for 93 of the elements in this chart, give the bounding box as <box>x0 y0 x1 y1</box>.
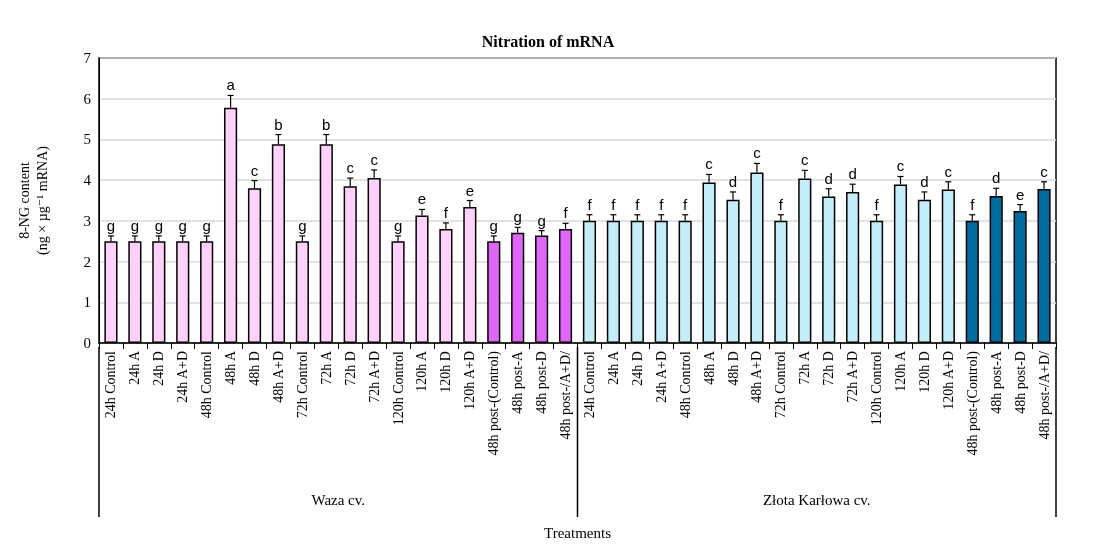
x-tick-label: 72h A+D <box>845 351 861 403</box>
x-tick-label: 24h A <box>127 350 143 385</box>
data-label: c <box>801 151 810 169</box>
data-label: d <box>920 172 929 190</box>
y-tick-label: 4 <box>83 172 92 189</box>
data-label: c <box>896 157 905 175</box>
data-label: e <box>417 190 427 208</box>
x-tick-label: 48h post-(Control) <box>964 350 981 456</box>
x-tick-label: 24h D <box>629 351 645 386</box>
data-label: d <box>824 169 833 187</box>
data-label: g <box>106 216 116 234</box>
data-label: d <box>992 169 1001 187</box>
x-tick-label: 48h A+D <box>749 351 765 403</box>
data-label: g <box>393 216 403 234</box>
data-label: d <box>728 172 738 190</box>
data-label: g <box>202 216 211 234</box>
chart-title: Nitration of mRNA <box>481 32 615 50</box>
x-tick-label: 72h A <box>318 350 334 385</box>
x-tick-label: 120h Control <box>390 350 406 426</box>
x-tick-label: 48h post-D <box>534 351 550 414</box>
data-label: f <box>563 204 569 222</box>
y-tick-label: 6 <box>83 90 92 107</box>
x-tick-label: 120h D <box>916 351 932 393</box>
data-label: e <box>1015 185 1025 203</box>
x-tick-label: 120h A <box>414 350 430 392</box>
data-label: c <box>944 162 953 180</box>
x-tick-label: 120h Control <box>869 350 885 426</box>
x-tick-label: 24h Control <box>103 350 119 419</box>
x-tick-label: 48h A+D <box>270 351 286 403</box>
x-tick-label: 48h post-D <box>1012 351 1028 414</box>
data-label: f <box>970 195 976 213</box>
data-label: c <box>370 150 379 168</box>
x-tick-label: 24h A+D <box>175 351 191 403</box>
data-label: b <box>322 115 331 133</box>
y-tick-label: 2 <box>83 253 91 270</box>
data-label: g <box>154 216 163 234</box>
x-tick-label: 48h post-/A+D/ <box>1036 350 1052 440</box>
y-tick-label: 1 <box>83 294 91 311</box>
data-label: g <box>298 216 307 234</box>
data-label: c <box>250 161 259 179</box>
x-tick-label: 48h A <box>701 350 717 385</box>
data-label: b <box>274 115 283 133</box>
x-tick-label: 120h D <box>438 351 454 393</box>
data-label: c <box>753 144 762 162</box>
x-tick-label: 48h Control <box>677 350 693 419</box>
data-label: d <box>848 165 857 183</box>
data-label: f <box>443 203 449 221</box>
x-tick-label: 48h D <box>247 351 263 386</box>
x-tick-label: 24h Control <box>581 350 597 419</box>
data-label: a <box>226 76 236 94</box>
data-label: f <box>874 195 880 213</box>
x-tick-label: 72h Control <box>773 350 789 419</box>
x-tick-label: 24h A <box>605 350 621 385</box>
x-tick-label: 72h A+D <box>366 351 382 403</box>
y-tick-label: 3 <box>83 212 91 229</box>
y-tick-label: 0 <box>83 335 91 351</box>
data-label: c <box>705 155 714 173</box>
data-label: c <box>1040 162 1049 180</box>
data-label: g <box>489 216 498 234</box>
y-tick-label: 7 <box>83 50 92 66</box>
x-tick-label: 72h D <box>821 351 837 386</box>
data-label: e <box>465 181 475 199</box>
data-label: f <box>778 195 784 213</box>
x-tick-label: 48h Control <box>199 350 215 419</box>
x-tick-label: 24h A+D <box>653 351 669 403</box>
x-tick-label: 120h A+D <box>462 351 478 410</box>
x-tick-label: 72h A <box>797 350 813 385</box>
text: Złota Karłowa cv. <box>762 492 871 508</box>
x-tick-label: 48h A <box>223 350 239 385</box>
data-label: f <box>683 195 689 213</box>
data-label: f <box>611 195 617 213</box>
x-tick-label: 24h D <box>151 351 167 386</box>
y-axis-title: 8-NG content (ng × µg⁻¹ mRNA) <box>16 145 51 255</box>
data-label: f <box>635 195 641 213</box>
x-tick-label: 72h D <box>342 351 358 386</box>
data-label: f <box>659 195 665 213</box>
data-label: c <box>346 159 355 177</box>
text: Waza cv. <box>311 492 366 508</box>
data-label: g <box>130 216 140 234</box>
x-tick-label: 72h Control <box>294 350 310 419</box>
data-label: g <box>537 211 546 229</box>
x-tick-label: 48h post-(Control) <box>486 350 503 456</box>
x-tick-label: 48h post-A <box>510 350 526 414</box>
y-tick-label: 5 <box>83 131 91 148</box>
x-tick-label: 120h A <box>892 350 908 392</box>
x-tick-label: 48h post-/A+D/ <box>558 350 574 440</box>
x-tick-label: 48h D <box>725 351 741 386</box>
x-tick-label: 48h post-A <box>988 350 1004 414</box>
data-label: f <box>587 195 593 213</box>
x-tick-label: 120h A+D <box>940 351 956 410</box>
x-axis-title: Treatments <box>544 524 612 541</box>
data-label: g <box>178 216 187 234</box>
data-label: g <box>513 208 522 226</box>
